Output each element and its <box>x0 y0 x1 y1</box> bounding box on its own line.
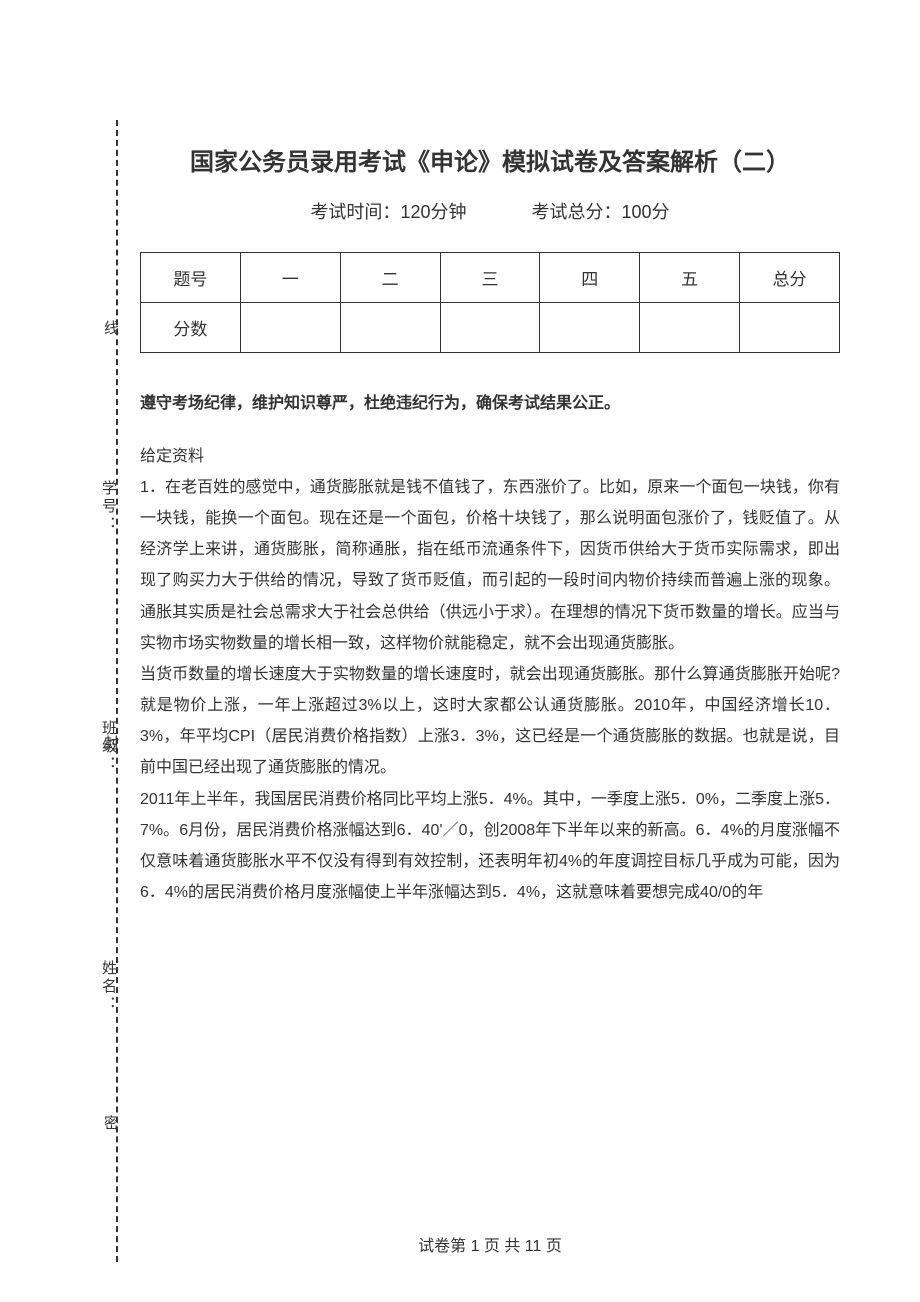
score-cell <box>740 302 840 352</box>
body-text: 给定资料 1．在老百姓的感觉中，通货膨胀就是钱不值钱了，东西涨价了。比如，原来一… <box>140 441 840 909</box>
body-paragraph: 1．在老百姓的感觉中，通货膨胀就是钱不值钱了，东西涨价了。比如，原来一个面包一块… <box>140 472 840 659</box>
exam-time: 考试时间：120分钟 <box>310 202 466 222</box>
side-label-student-id: 学号： <box>98 480 119 534</box>
exam-meta: 考试时间：120分钟 考试总分：100分 <box>140 198 840 224</box>
score-cell <box>340 302 440 352</box>
col-three: 三 <box>440 252 540 302</box>
col-four: 四 <box>540 252 640 302</box>
binding-dashed-line <box>116 120 118 1262</box>
side-label-class: 班级： <box>98 720 119 774</box>
exam-title: 国家公务员录用考试《申论》模拟试卷及答案解析（二） <box>140 140 840 186</box>
score-table: 题号 一 二 三 四 五 总分 分数 <box>140 252 840 353</box>
exam-notice: 遵守考场纪律，维护知识尊严，杜绝违纪行为，确保考试结果公正。 <box>140 389 840 413</box>
side-marker-line: 线 <box>100 320 121 335</box>
main-content: 国家公务员录用考试《申论》模拟试卷及答案解析（二） 考试时间：120分钟 考试总… <box>140 140 840 908</box>
exam-total: 考试总分：100分 <box>532 202 670 222</box>
side-label-strip: 线 学号： 封 班级： 姓名： 密 <box>60 140 110 1240</box>
page-footer: 试卷第 1 页 共 11 页 <box>140 1232 840 1256</box>
table-row-score: 分数 <box>141 302 840 352</box>
row-label-score: 分数 <box>141 302 241 352</box>
side-label-name: 姓名： <box>98 960 119 1014</box>
col-total: 总分 <box>740 252 840 302</box>
materials-heading: 给定资料 <box>140 441 840 472</box>
col-five: 五 <box>640 252 740 302</box>
col-one: 一 <box>240 252 340 302</box>
score-cell <box>640 302 740 352</box>
col-two: 二 <box>340 252 440 302</box>
score-cell <box>540 302 640 352</box>
body-paragraph: 当货币数量的增长速度大于实物数量的增长速度时，就会出现通货膨胀。那什么算通货膨胀… <box>140 659 840 784</box>
col-question-number: 题号 <box>141 252 241 302</box>
score-cell <box>440 302 540 352</box>
body-paragraph: 2011年上半年，我国居民消费价格同比平均上涨5．4%。其中，一季度上涨5．0%… <box>140 784 840 909</box>
table-row-header: 题号 一 二 三 四 五 总分 <box>141 252 840 302</box>
side-marker-secret: 密 <box>100 1115 121 1130</box>
score-cell <box>240 302 340 352</box>
